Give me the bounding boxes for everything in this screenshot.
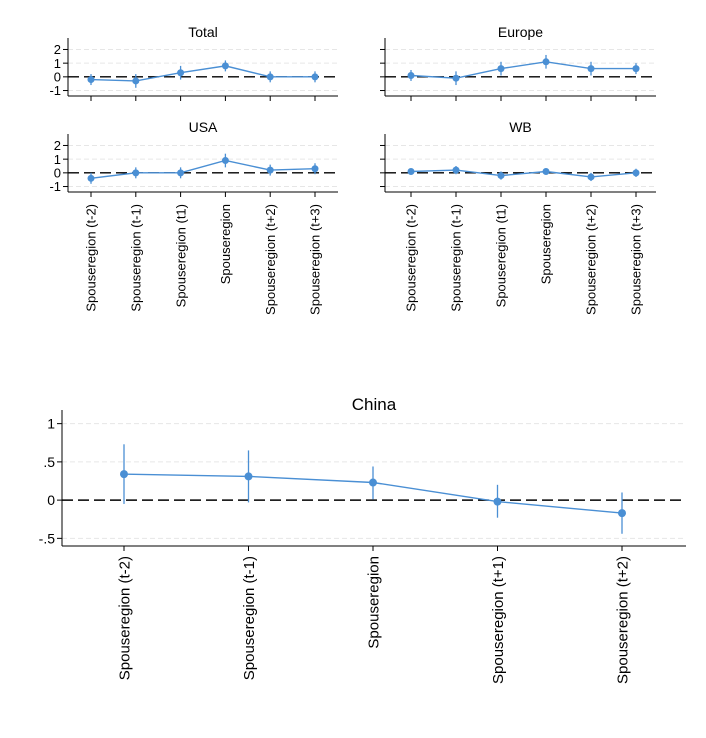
x-tick-label: Spouseregion (t-2)	[404, 204, 419, 312]
data-point	[493, 497, 502, 506]
data-point	[587, 173, 595, 181]
data-point	[132, 169, 140, 177]
data-point	[632, 169, 640, 177]
data-point	[177, 69, 185, 77]
panel-title: China	[352, 395, 397, 414]
y-tick-label: 2	[54, 42, 61, 57]
data-point	[132, 77, 140, 85]
panel-title: USA	[189, 119, 218, 135]
series-line	[90, 65, 315, 82]
x-tick-label: Spouseregion (t+2)	[614, 556, 631, 684]
x-tick-label: Spouseregion (t+2)	[584, 204, 599, 315]
x-tick-label: Spouseregion (t1)	[173, 204, 188, 307]
series-line	[90, 159, 316, 179]
panel-china: China -.5 0 .5 1 Spouseregion (t-2) Spouseregi…	[39, 395, 686, 684]
data-point	[221, 62, 229, 70]
data-point	[120, 470, 128, 479]
x-tick-label: Spouseregion (t-1)	[128, 204, 143, 312]
y-tick-label: 0	[47, 492, 55, 508]
y-tick-label: -1	[49, 179, 61, 194]
data-point	[311, 165, 319, 173]
data-point	[632, 65, 640, 73]
x-tick-label: Spouseregion	[539, 204, 554, 284]
panel-title: WB	[509, 119, 532, 135]
x-tick-label: Spouseregion (t-1)	[241, 556, 258, 680]
y-tick-label: 2	[54, 138, 61, 153]
data-point	[266, 166, 274, 174]
y-tick-label: -.5	[39, 530, 56, 546]
data-point	[587, 65, 595, 73]
x-tick-label: Spouseregion (t+2)	[263, 204, 278, 315]
y-tick-label: 1	[47, 416, 55, 432]
x-tick-label: Spouseregion (t-2)	[116, 556, 133, 680]
data-point	[542, 167, 550, 175]
y-tick-label: 1	[54, 56, 61, 71]
data-point	[497, 65, 505, 73]
panel-wb: WB Spouseregion (t-2) Spouseregion (t-1) Sp…	[380, 119, 656, 315]
data-point	[497, 172, 505, 180]
data-point	[87, 76, 95, 84]
panel-title: Europe	[498, 24, 543, 40]
data-point	[452, 166, 460, 174]
data-point	[407, 71, 415, 79]
series-line	[410, 169, 637, 178]
y-tick-label: .5	[43, 454, 55, 470]
x-tick-label: Spouseregion (t+3)	[629, 204, 644, 315]
x-tick-label: Spouseregion (t-2)	[84, 204, 99, 312]
x-tick-label: Spouseregion (t+3)	[308, 204, 323, 315]
data-point	[542, 58, 550, 66]
data-point	[221, 157, 229, 165]
x-tick-label: Spouseregion (t+1)	[490, 556, 507, 684]
x-tick-label: Spouseregion	[365, 556, 382, 649]
y-tick-label: 0	[54, 166, 61, 181]
series-line	[410, 61, 636, 79]
data-point	[266, 73, 274, 81]
y-tick-label: -1	[49, 83, 61, 98]
y-tick-label: 1	[54, 152, 61, 167]
x-tick-label: Spouseregion (t1)	[494, 204, 509, 307]
data-point	[452, 74, 460, 82]
panel-title: Total	[188, 24, 218, 40]
panel-europe: Europe	[380, 24, 656, 101]
x-tick-label: Spouseregion (t-1)	[449, 204, 464, 312]
data-point	[618, 509, 626, 518]
data-point	[311, 73, 319, 81]
data-point	[177, 169, 185, 177]
data-point	[244, 472, 253, 481]
x-tick-label: Spouseregion	[218, 204, 233, 284]
y-tick-label: 0	[54, 70, 61, 85]
data-point	[407, 167, 415, 175]
data-point	[87, 174, 95, 182]
data-point	[369, 478, 377, 487]
